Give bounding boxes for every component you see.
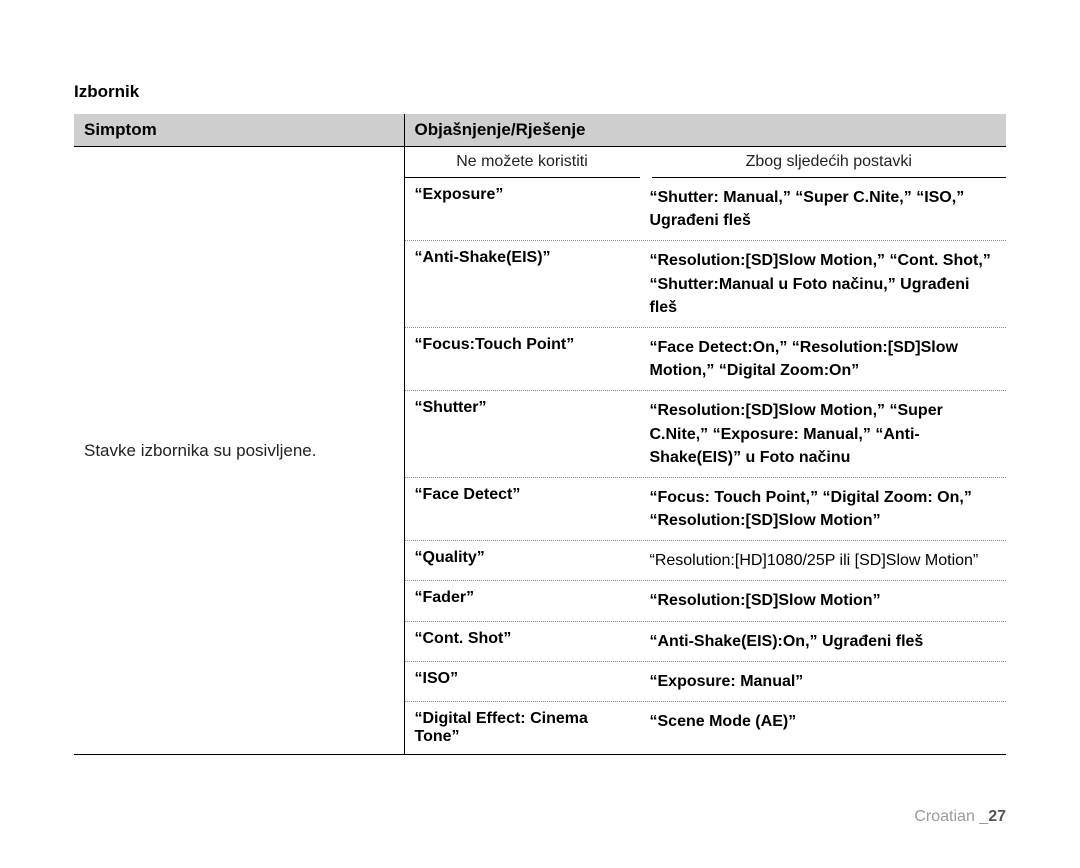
inner-row: “Focus:Touch Point” “Face Detect:On,” “R… <box>405 328 1007 391</box>
footer-lang: Croatian _ <box>914 808 988 825</box>
inner-table: Ne možete koristiti Zbog sljedećih posta… <box>405 147 1007 754</box>
item-label: “Quality” <box>405 547 640 574</box>
item-reason: “Resolution:[SD]Slow Motion,” “Super C.N… <box>640 397 1007 471</box>
page-container: Izbornik Simptom Objašnjenje/Rješenje St… <box>0 0 1080 755</box>
item-reason: “Resolution:[SD]Slow Motion” <box>640 587 1007 614</box>
page-footer: Croatian _27 <box>914 808 1006 826</box>
item-label: “Face Detect” <box>405 484 640 534</box>
item-reason: “Shutter: Manual,” “Super C.Nite,” “ISO,… <box>640 184 1007 234</box>
item-label: “Digital Effect: Cinema Tone” <box>405 708 640 748</box>
inner-row: “Shutter” “Resolution:[SD]Slow Motion,” … <box>405 391 1007 478</box>
item-label: “Exposure” <box>405 184 640 234</box>
inner-row: “Anti-Shake(EIS)” “Resolution:[SD]Slow M… <box>405 241 1007 328</box>
inner-header-row: Ne možete koristiti Zbog sljedećih posta… <box>405 147 1007 178</box>
inner-row: “Fader” “Resolution:[SD]Slow Motion” <box>405 581 1007 621</box>
item-reason: “Face Detect:On,” “Resolution:[SD]Slow M… <box>640 334 1007 384</box>
inner-row: “ISO” “Exposure: Manual” <box>405 662 1007 702</box>
inner-row: “Face Detect” “Focus: Touch Point,” “Dig… <box>405 478 1007 541</box>
inner-col-because: Zbog sljedećih postavki <box>652 147 1007 178</box>
item-label: “Fader” <box>405 587 640 614</box>
inner-row: “Cont. Shot” “Anti-Shake(EIS):On,” Ugrađ… <box>405 622 1007 662</box>
inner-row: “Exposure” “Shutter: Manual,” “Super C.N… <box>405 178 1007 241</box>
item-reason: “Exposure: Manual” <box>640 668 1007 695</box>
item-reason: “Anti-Shake(EIS):On,” Ugrađeni fleš <box>640 628 1007 655</box>
item-label: “Shutter” <box>405 397 640 471</box>
col-explanation-header: Objašnjenje/Rješenje <box>404 114 1006 147</box>
item-label: “ISO” <box>405 668 640 695</box>
explanation-cell: Ne možete koristiti Zbog sljedećih posta… <box>404 147 1006 755</box>
item-reason: “Resolution:[SD]Slow Motion,” “Cont. Sho… <box>640 247 1007 321</box>
inner-col-cannot-use: Ne možete koristiti <box>405 147 640 178</box>
item-label: “Focus:Touch Point” <box>405 334 640 384</box>
item-label: “Cont. Shot” <box>405 628 640 655</box>
section-title: Izbornik <box>74 82 1006 102</box>
table-header-row: Simptom Objašnjenje/Rješenje <box>74 114 1006 147</box>
footer-page-number: 27 <box>988 808 1006 825</box>
inner-row: “Digital Effect: Cinema Tone” “Scene Mod… <box>405 702 1007 754</box>
item-reason: “Scene Mode (AE)” <box>640 708 1007 748</box>
col-symptom-header: Simptom <box>74 114 404 147</box>
table-row: Stavke izbornika su posivljene. Ne možet… <box>74 147 1006 755</box>
item-reason: “Focus: Touch Point,” “Digital Zoom: On,… <box>640 484 1007 534</box>
symptom-cell: Stavke izbornika su posivljene. <box>74 147 404 755</box>
troubleshooting-table: Simptom Objašnjenje/Rješenje Stavke izbo… <box>74 114 1006 755</box>
item-label: “Anti-Shake(EIS)” <box>405 247 640 321</box>
inner-row: “Quality” “Resolution:[HD]1080/25P ili [… <box>405 541 1007 581</box>
item-reason: “Resolution:[HD]1080/25P ili [SD]Slow Mo… <box>640 547 1007 574</box>
